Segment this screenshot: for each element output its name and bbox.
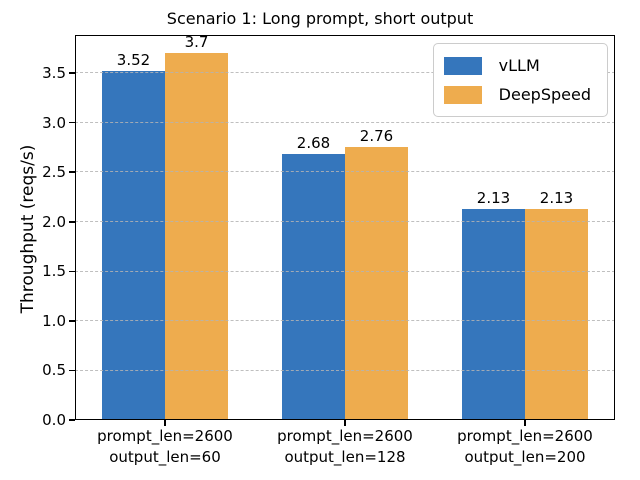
legend-swatch-vllm [443,56,482,75]
y-tick-label: 1.0 [42,311,66,330]
y-tick-mark [69,171,75,174]
x-tick-label: prompt_len=2600 output_len=60 [97,426,233,468]
bar-value-label: 3.52 [116,51,151,70]
x-tick-mark [524,420,526,426]
chart-title: Scenario 1: Long prompt, short output [166,9,474,28]
y-tick-mark [69,270,75,273]
gridline [75,221,615,222]
bar-value-label: 2.13 [476,188,511,207]
x-tick-label-line2: output_len=60 [109,448,221,466]
bar-vllm-group2 [282,154,345,420]
y-tick-mark [69,320,75,322]
legend: vLLM DeepSpeed [432,43,608,117]
y-tick-label: 3.5 [42,64,66,83]
gridline [75,320,615,322]
y-tick-label: 0.5 [42,361,66,380]
legend-label: DeepSpeed [498,85,591,104]
y-tick-mark [69,221,75,223]
y-tick-mark [69,72,75,74]
gridline [75,121,615,123]
y-tick-label: 2.0 [42,212,66,231]
legend-entry-vllm: vLLM [443,51,597,80]
legend-label: vLLM [498,56,540,75]
y-tick-label: 1.5 [42,262,66,281]
gridline [75,72,615,74]
x-tick-label-line2: output_len=200 [464,448,586,466]
x-tick-label-line1: prompt_len=2600 [277,427,413,445]
x-tick-mark [164,420,166,426]
bar-deepspeed-group2 [345,146,408,420]
y-tick-label: 0.0 [42,411,66,429]
y-tick-label: 2.5 [42,163,66,182]
gridline [75,171,615,173]
y-tick-mark [69,369,75,372]
x-tick-mark [344,420,346,426]
bar-vllm-group3 [462,208,525,420]
bar-value-label: 3.7 [184,33,209,52]
gridline [75,270,615,272]
bar-vllm-group1 [102,71,165,420]
x-tick-label-line2: output_len=128 [284,448,406,466]
legend-swatch-deepspeed [443,85,482,104]
bar-deepspeed-group3 [525,208,588,420]
x-tick-label-line1: prompt_len=2600 [457,427,593,445]
x-tick-label-line1: prompt_len=2600 [97,427,233,445]
y-tick-mark [69,419,75,421]
bar-value-label: 2.68 [296,134,331,153]
bar-value-label: 2.76 [359,126,394,145]
plot-area: 3.52 3.7 2.68 2.76 2.13 2.13 vLLM DeepSpeed [75,33,615,420]
legend-entry-deepspeed: DeepSpeed [443,80,597,109]
y-tick-label: 3.0 [42,113,66,132]
x-tick-label: prompt_len=2600 output_len=200 [457,426,593,468]
bar-deepspeed-group1 [165,53,228,420]
y-tick-mark [69,121,75,124]
gridline [75,369,615,371]
y-axis-label: Throughput (reqs/s) [18,144,38,314]
x-tick-label: prompt_len=2600 output_len=128 [277,426,413,468]
bar-value-label: 2.13 [539,188,574,207]
